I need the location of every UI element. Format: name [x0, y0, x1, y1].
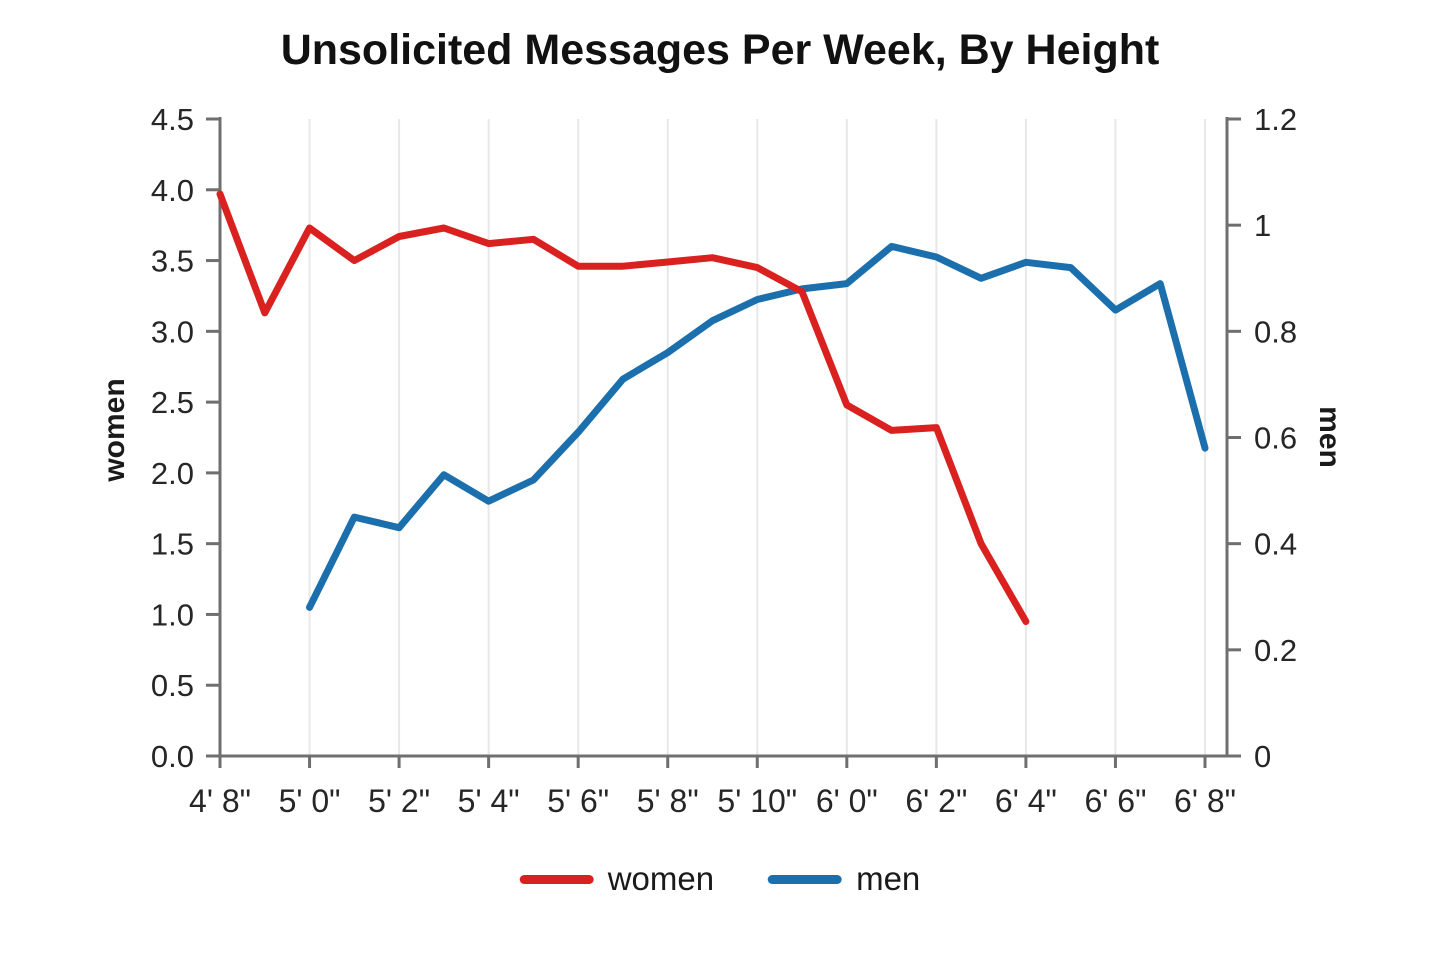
left-axis-tick-label: 4.5 [151, 102, 194, 137]
women-line [216, 190, 1030, 625]
x-axis-tick-label: 5' 2" [368, 783, 430, 819]
x-axis-tick-label: 5' 6" [547, 783, 609, 819]
x-axis-tick-label: 5' 0" [279, 783, 341, 819]
x-axis-tick-label: 5' 10" [717, 783, 797, 819]
left-axis-tick-label: 3.0 [151, 314, 194, 349]
x-axis-tick-label: 4' 8" [189, 783, 251, 819]
x-axis-tick-label: 5' 8" [637, 783, 699, 819]
left-axis-tick-label: 2.0 [151, 456, 194, 491]
x-axis-tick-label: 6' 0" [816, 783, 878, 819]
left-axis-tick-label: 2.5 [151, 385, 194, 420]
right-axis-tick-label: 0.4 [1254, 527, 1297, 562]
right-axis-tick-label: 0.2 [1254, 633, 1297, 668]
left-axis-tick-label: 1.5 [151, 527, 194, 562]
left-axis-tick-label: 0.0 [151, 739, 194, 774]
x-axis-tick-label: 5' 4" [458, 783, 520, 819]
legend-label-women: women [607, 860, 715, 897]
chart-title: Unsolicited Messages Per Week, By Height [280, 26, 1160, 74]
left-axis-tick-label: 1.0 [151, 597, 194, 632]
women-series-swatch [519, 874, 594, 884]
right-axis-tick-label: 0.6 [1254, 421, 1297, 456]
x-axis-tick-label: 6' 2" [905, 783, 967, 819]
right-axis-tick-label: 0.8 [1254, 314, 1297, 349]
legend-label-men: men [856, 860, 921, 897]
right-axis-tick-label: 1.2 [1254, 102, 1297, 137]
men-series-swatch [768, 874, 843, 884]
men-line [306, 242, 1209, 611]
x-axis-tick-label: 6' 8" [1174, 783, 1236, 819]
x-axis-tick-label: 6' 4" [995, 783, 1057, 819]
right-axis-tick-label: 0 [1254, 739, 1271, 774]
x-axis-tick-label: 6' 6" [1084, 783, 1146, 819]
right-axis-tick-label: 1 [1254, 208, 1271, 243]
left-axis-tick-label: 0.5 [151, 668, 194, 703]
left-axis-tick-label: 3.5 [151, 244, 194, 279]
legend: women men [519, 860, 921, 898]
left-axis-tick-label: 4.0 [151, 173, 194, 208]
